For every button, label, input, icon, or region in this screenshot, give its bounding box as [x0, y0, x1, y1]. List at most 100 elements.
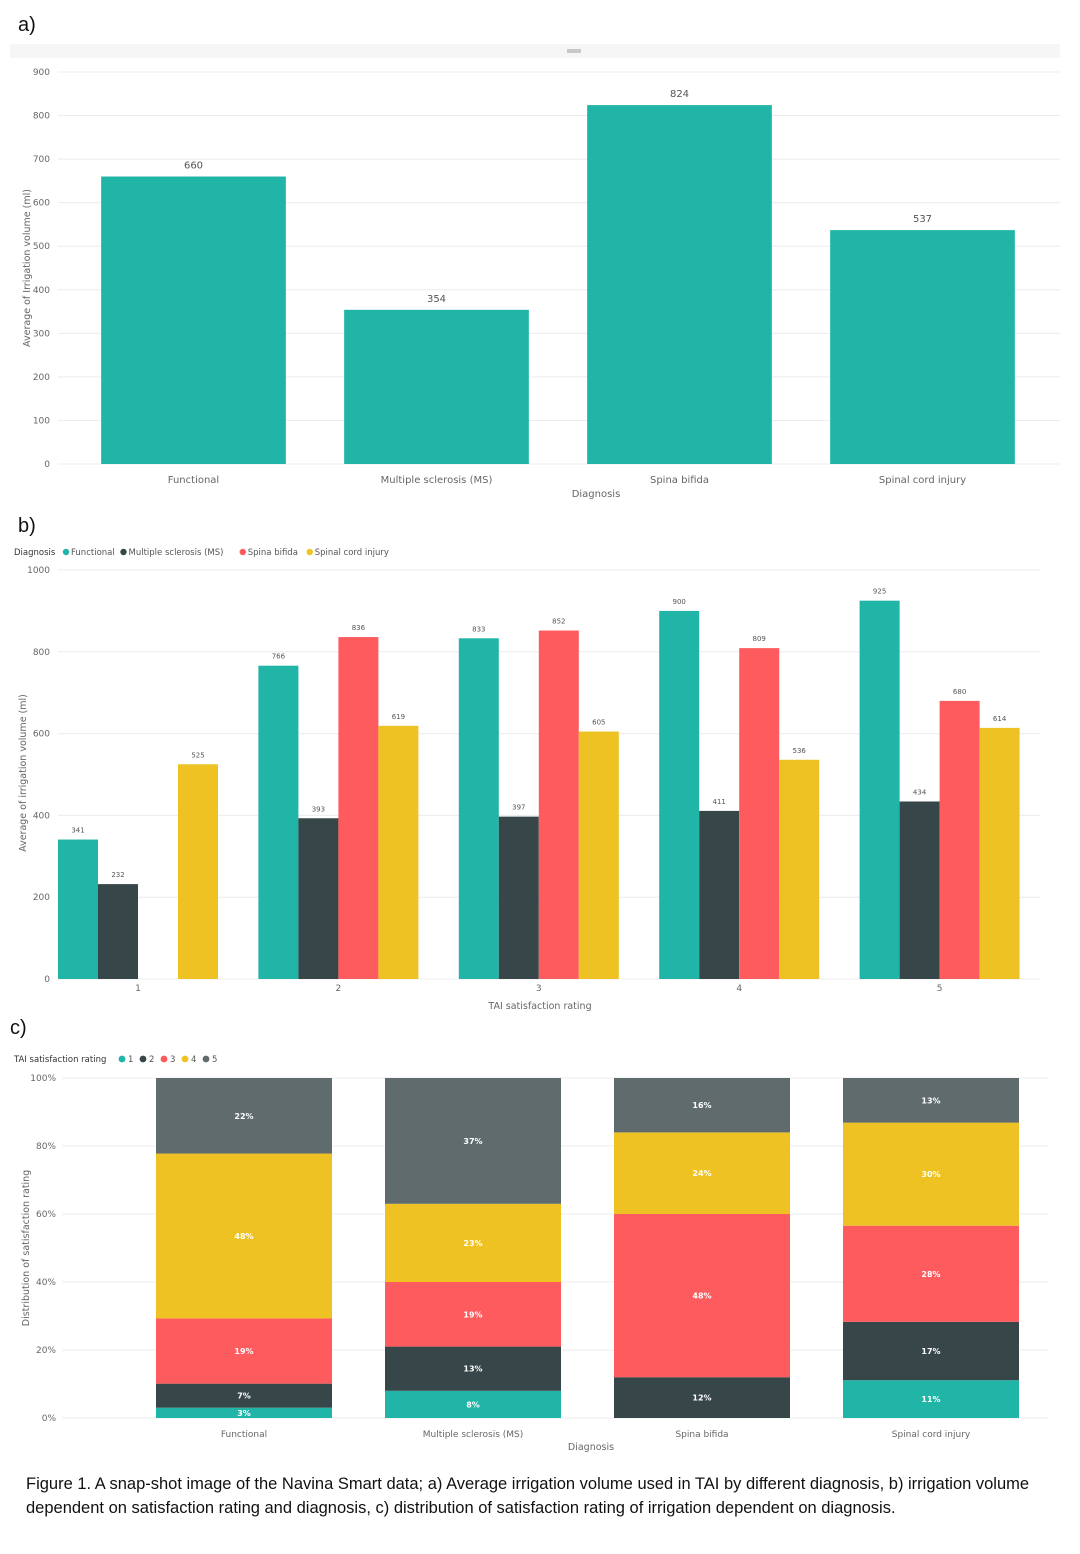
chart-b-data-label: 619 — [392, 713, 405, 721]
chart-b-legend-marker — [120, 548, 127, 556]
chart-b-legend-marker — [62, 548, 70, 556]
chart-b-legend-label: Multiple sclerosis (MS) — [129, 548, 224, 558]
chart-c-bar-segment — [843, 1321, 1019, 1381]
chart-a-y-tick-label: 700 — [33, 155, 50, 165]
chart-b-bar — [779, 759, 820, 979]
chart-b-data-label: 680 — [953, 688, 966, 696]
chart-a-bar — [587, 105, 772, 464]
chart-b-data-label: 852 — [552, 618, 565, 626]
chart-a-x-tick-label: Spina bifida — [650, 475, 709, 486]
chart-c-data-label: 7% — [237, 1392, 251, 1401]
chart-b-bar — [298, 818, 339, 979]
chart-b-data-label: 393 — [312, 805, 325, 813]
chart-c-legend-title: TAI satisfaction rating — [13, 1055, 106, 1065]
chart-c-bar-segment — [156, 1407, 332, 1418]
chart-b-bar — [659, 610, 700, 979]
chart-b-data-label: 809 — [753, 635, 766, 643]
chart-b-legend-marker — [306, 548, 313, 556]
chart-c-y-tick-label: 20% — [36, 1346, 56, 1356]
chart-b-bar — [578, 731, 619, 979]
panel-c-label: c) — [10, 1017, 27, 1039]
chart-c-data-label: 23% — [463, 1239, 482, 1248]
chart-b-legend-label: Spinal cord injury — [315, 548, 389, 558]
chart-c-legend-marker — [202, 1055, 210, 1063]
chart-c-bar-segment — [156, 1153, 332, 1319]
chart-c-legend-label: 2 — [149, 1055, 154, 1065]
chart-a-bar — [344, 309, 529, 464]
chart-c-bar-segment — [385, 1282, 561, 1347]
chart-b-data-label: 836 — [352, 624, 366, 632]
chart-b-data-label: 536 — [793, 747, 807, 755]
chart-b: Diagnosis Functional Multiple sclerosis (M… — [14, 548, 1040, 1012]
chart-b-x-tick-label: 5 — [937, 984, 943, 994]
chart-c-bar-segment — [843, 1078, 1019, 1123]
chart-c-legend-marker — [181, 1055, 189, 1063]
chart-a-data-label: 824 — [670, 89, 689, 100]
chart-a-y-tick-label: 800 — [33, 112, 50, 122]
chart-c-y-tick-label: 0% — [42, 1414, 57, 1424]
chart-c-data-label: 22% — [234, 1112, 253, 1121]
chart-a-x-tick-label: Functional — [168, 475, 219, 486]
chart-c-bar-segment — [843, 1225, 1019, 1322]
chart-b-bar — [538, 630, 579, 979]
chart-c-data-label: 48% — [692, 1292, 711, 1301]
chart-c-y-tick-label: 60% — [36, 1210, 56, 1220]
chart-a-bar — [830, 230, 1015, 464]
chart-c-data-label: 19% — [463, 1310, 482, 1319]
chart-c-x-tick-label: Functional — [221, 1430, 267, 1440]
chart-c-bar-segment — [385, 1390, 561, 1418]
chart-b-bar — [498, 816, 539, 979]
chart-a-data-label: 660 — [184, 161, 203, 172]
chart-c-data-label: 12% — [692, 1394, 711, 1403]
chart-c-data-label: 8% — [466, 1400, 480, 1409]
chart-b-bar — [979, 727, 1020, 979]
chart-a-y-tick-label: 0 — [44, 460, 50, 470]
chart-c-data-label: 16% — [692, 1101, 711, 1110]
chart-b-x-tick-label: 2 — [336, 984, 342, 994]
chart-c-legend-marker — [160, 1055, 168, 1063]
chart-c-data-label: 24% — [692, 1169, 711, 1178]
chart-a: 0 100 200 300 400 500 600 700 800 900 660 Functiona… — [10, 44, 1060, 500]
chart-b-bar — [258, 665, 299, 979]
chart-c-bar-segment — [843, 1122, 1019, 1226]
chart-c-legend-label: 1 — [128, 1055, 133, 1065]
chart-b-bar — [338, 637, 379, 979]
chart-b-x-tick-label: 3 — [536, 984, 542, 994]
chart-b-data-label: 766 — [272, 653, 286, 661]
chart-c-bar-segment — [614, 1132, 790, 1214]
chart-c-bar-segment — [614, 1078, 790, 1133]
chart-c-x-tick-label: Spina bifida — [675, 1430, 728, 1440]
chart-b-y-tick-label: 1000 — [27, 566, 50, 576]
chart-b-y-tick-label: 200 — [33, 893, 50, 903]
chart-c-bar-segment — [156, 1078, 332, 1154]
chart-c-legend-marker — [118, 1055, 126, 1063]
chart-b-data-label: 232 — [111, 871, 124, 879]
chart-b-data-label: 434 — [913, 788, 927, 796]
chart-b-x-tick-label: 1 — [135, 984, 141, 994]
chart-b-bar — [98, 884, 138, 979]
chart-c-data-label: 19% — [234, 1347, 253, 1356]
chart-a-data-label: 537 — [913, 214, 932, 225]
panel-b-label: b) — [18, 515, 36, 537]
chart-b-y-tick-label: 600 — [33, 730, 50, 740]
chart-b-data-label: 900 — [673, 598, 686, 606]
chart-b-data-label: 614 — [993, 715, 1007, 723]
chart-a-y-tick-label: 900 — [33, 68, 50, 78]
chart-c-data-label: 37% — [463, 1137, 482, 1146]
chart-a-x-tick-label: Spinal cord injury — [879, 475, 966, 486]
chart-b-x-tick-label: 4 — [736, 984, 742, 994]
chart-b-bar — [939, 700, 980, 979]
chart-c-legend-label: 5 — [212, 1055, 217, 1065]
chart-b-legend-label: Spina bifida — [248, 548, 298, 558]
chart-c-y-tick-label: 80% — [36, 1142, 56, 1152]
chart-c-bar-segment — [156, 1383, 332, 1408]
chart-b-x-axis-title: TAI satisfaction rating — [487, 1001, 591, 1012]
chart-b-y-tick-label: 400 — [33, 811, 50, 821]
chart-c-bar-segment — [385, 1346, 561, 1391]
chart-c-data-label: 3% — [237, 1409, 251, 1418]
chart-c-bar-segment — [156, 1318, 332, 1384]
chart-b-data-label: 397 — [512, 804, 525, 812]
chart-c-bar-segment — [843, 1380, 1019, 1418]
chart-a-y-axis-title: Average of Irrigation volume (ml) — [22, 189, 33, 347]
chart-b-bar — [699, 810, 740, 979]
